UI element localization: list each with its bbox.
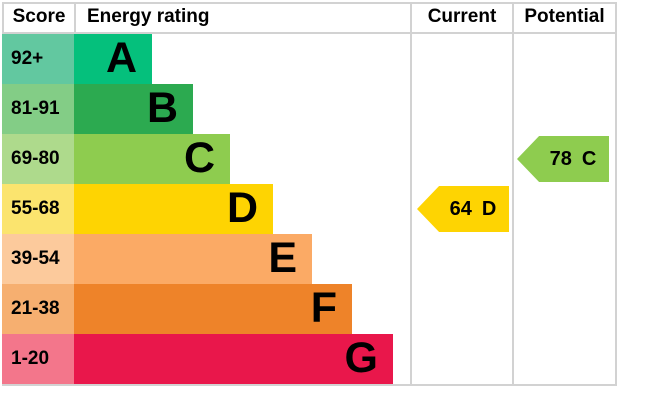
potential-rating-band: C — [581, 147, 597, 170]
rating-bar-a: A — [74, 34, 152, 84]
score-range-label: 69-80 — [2, 134, 74, 184]
potential-rating-arrow: 78 C — [517, 136, 609, 182]
rating-letter: C — [183, 134, 215, 182]
rating-letter: G — [344, 334, 378, 382]
current-rating-band: D — [481, 197, 497, 220]
header-underline — [2, 32, 617, 34]
epc-row-b: 81-91 B — [2, 84, 615, 134]
rating-letter: A — [105, 34, 137, 82]
score-range-label: 1-20 — [2, 334, 74, 384]
table-bottom-border — [2, 384, 617, 386]
rating-bar-e: E — [74, 234, 312, 284]
current-rating-arrow: 64 D — [417, 186, 509, 232]
score-range-label: 39-54 — [2, 234, 74, 284]
epc-row-a: 92+ A — [2, 34, 615, 84]
rating-bar-g: G — [74, 334, 393, 384]
table-top-border — [2, 2, 617, 4]
epc-row-f: 21-38 F — [2, 284, 615, 334]
score-header: Score — [12, 6, 66, 27]
potential-header: Potential — [524, 6, 605, 27]
rating-letter: F — [310, 284, 337, 332]
rating-letter: E — [268, 234, 297, 282]
epc-row-g: 1-20 G — [2, 334, 615, 384]
header-left-border — [2, 2, 4, 32]
epc-row-d: 55-68 D — [2, 184, 615, 234]
rating-bar-d: D — [74, 184, 273, 234]
potential-column-left-border — [512, 2, 514, 384]
score-range-label: 55-68 — [2, 184, 74, 234]
epc-row-e: 39-54 E — [2, 234, 615, 284]
rating-letter: D — [226, 184, 258, 232]
potential-rating-value: 78 — [549, 147, 572, 170]
current-header: Current — [427, 6, 497, 27]
score-column-divider — [74, 2, 76, 32]
energy-rating-header: Energy rating — [87, 6, 210, 27]
rating-bar-c: C — [74, 134, 230, 184]
score-range-label: 21-38 — [2, 284, 74, 334]
rating-bar-b: B — [74, 84, 193, 134]
score-range-label: 92+ — [2, 34, 74, 84]
rating-letter: B — [146, 84, 178, 132]
current-rating-value: 64 — [449, 197, 472, 220]
score-range-label: 81-91 — [2, 84, 74, 134]
current-column-left-border — [410, 2, 412, 384]
table-right-border — [615, 2, 617, 384]
rating-bar-f: F — [74, 284, 352, 334]
epc-row-c: 69-80 C — [2, 134, 615, 184]
